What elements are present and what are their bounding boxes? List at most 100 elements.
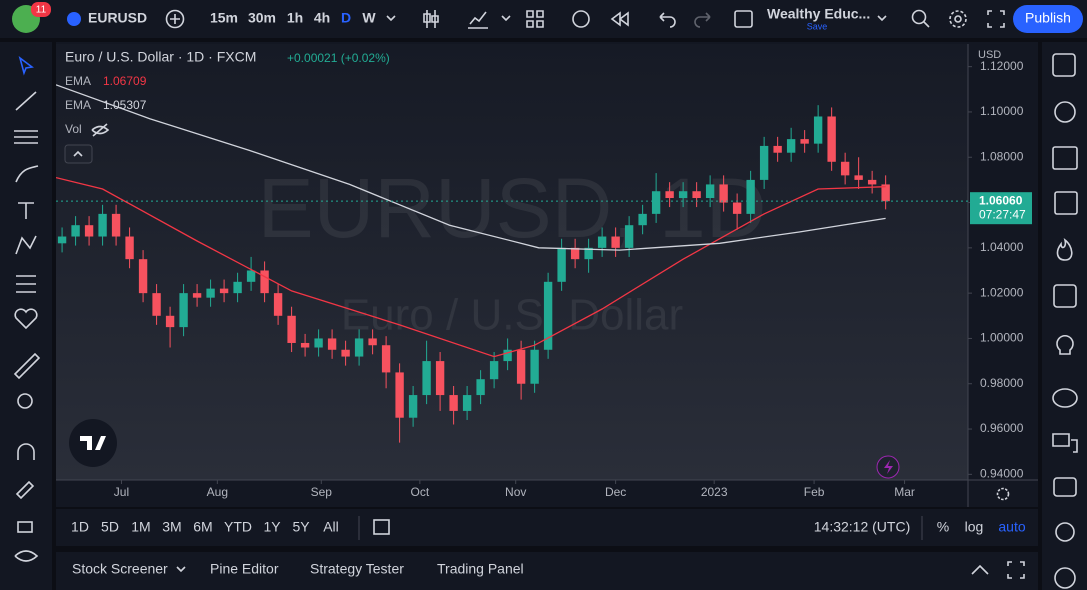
y-tick-label: 1.02000 bbox=[980, 285, 1024, 299]
range-button[interactable]: 1M bbox=[131, 519, 150, 535]
right-sidebar bbox=[1042, 42, 1087, 590]
candle-body bbox=[111, 213, 121, 237]
text-tool[interactable] bbox=[18, 202, 34, 219]
icons-tool[interactable] bbox=[14, 308, 38, 330]
alert-button[interactable] bbox=[572, 10, 590, 28]
panel-tab[interactable]: Strategy Tester bbox=[310, 561, 404, 577]
prediction-tool[interactable] bbox=[16, 275, 36, 293]
range-button[interactable]: 5D bbox=[101, 519, 119, 535]
streams-button[interactable] bbox=[1052, 433, 1078, 453]
y-tick-label: 0.94000 bbox=[980, 467, 1024, 481]
scale-option[interactable]: % bbox=[937, 519, 949, 535]
publish-button[interactable] bbox=[1013, 5, 1083, 33]
legend-collapse[interactable] bbox=[64, 144, 93, 164]
candle-body bbox=[678, 191, 688, 199]
interval-button[interactable]: D bbox=[341, 10, 351, 26]
streams-live-button[interactable] bbox=[1054, 567, 1076, 589]
range-button[interactable]: All bbox=[323, 519, 339, 535]
range-button[interactable]: 1Y bbox=[263, 519, 281, 535]
settings-hub bbox=[954, 15, 962, 23]
indicators-button[interactable] bbox=[468, 11, 488, 29]
range-button[interactable]: YTD bbox=[224, 519, 252, 535]
tv-logo[interactable] bbox=[69, 419, 117, 467]
interval-button[interactable]: 1h bbox=[287, 10, 303, 26]
calendar-button[interactable] bbox=[1053, 284, 1077, 308]
compare-button[interactable] bbox=[165, 9, 185, 29]
panel-toggle[interactable] bbox=[971, 564, 989, 575]
legend-value: 1.05307 bbox=[103, 98, 147, 112]
replay-button[interactable] bbox=[610, 11, 629, 27]
brush-tool[interactable] bbox=[15, 165, 39, 183]
layout-name[interactable]: Wealthy Educ... bbox=[767, 6, 870, 22]
panel-tab[interactable]: Stock Screener bbox=[72, 561, 168, 577]
panel-maximize[interactable] bbox=[1007, 561, 1025, 579]
legend-name: EMA bbox=[65, 74, 91, 88]
candle-body bbox=[516, 349, 526, 384]
candle-body bbox=[314, 338, 323, 348]
screener-dropdown[interactable] bbox=[176, 566, 186, 573]
data-window-button[interactable] bbox=[1054, 191, 1078, 215]
templates-button[interactable] bbox=[526, 10, 544, 28]
scale-option[interactable]: auto bbox=[998, 519, 1025, 535]
alerts-button[interactable] bbox=[1054, 101, 1076, 123]
ideas-button[interactable] bbox=[1056, 335, 1074, 355]
interval-button[interactable]: W bbox=[362, 10, 376, 26]
panel-tab[interactable]: Trading Panel bbox=[437, 561, 524, 577]
watchlist-button[interactable] bbox=[1052, 53, 1076, 77]
candle-body bbox=[71, 225, 80, 237]
range-button[interactable]: 1D bbox=[71, 519, 89, 535]
search-button[interactable] bbox=[911, 9, 927, 25]
help-button[interactable] bbox=[1055, 522, 1075, 542]
legend-name: EMA bbox=[65, 98, 91, 112]
currency-label[interactable]: USD bbox=[978, 49, 1001, 61]
axis-settings[interactable] bbox=[996, 487, 1010, 501]
layout-dropdown[interactable] bbox=[877, 15, 887, 22]
magnet-tool[interactable] bbox=[17, 443, 35, 460]
save-label[interactable]: Save bbox=[807, 21, 828, 31]
range-button[interactable]: 6M bbox=[193, 519, 212, 535]
x-tick-label: Dec bbox=[605, 485, 626, 499]
news-button[interactable] bbox=[1052, 146, 1078, 170]
range-button[interactable]: 3M bbox=[162, 519, 181, 535]
x-tick-label: Mar bbox=[894, 485, 915, 499]
y-tick-label: 1.00000 bbox=[980, 331, 1024, 345]
interval-button[interactable]: 30m bbox=[248, 10, 276, 26]
interval-button[interactable]: 4h bbox=[314, 10, 330, 26]
badge bbox=[31, 2, 51, 17]
fib-tool[interactable] bbox=[14, 130, 38, 144]
pattern-tool[interactable] bbox=[15, 235, 37, 255]
panel-tab[interactable]: Pine Editor bbox=[210, 561, 279, 577]
chart-type-button[interactable] bbox=[423, 10, 439, 28]
hotlists-button[interactable] bbox=[1056, 238, 1073, 261]
cursor-tool[interactable] bbox=[18, 55, 34, 76]
candle-body bbox=[705, 184, 715, 199]
candle-body bbox=[786, 139, 796, 153]
interval-button[interactable]: 15m bbox=[210, 10, 238, 26]
symbol[interactable]: EURUSD bbox=[88, 10, 147, 26]
measure-tool[interactable] bbox=[13, 352, 41, 380]
scale-option[interactable]: log bbox=[965, 519, 984, 535]
fullscreen-button[interactable] bbox=[987, 10, 1005, 28]
undo-button[interactable] bbox=[659, 12, 676, 28]
notifications-button[interactable] bbox=[1053, 477, 1077, 497]
visibility-tool[interactable] bbox=[14, 550, 39, 562]
last-price-box bbox=[970, 192, 1032, 225]
interval-dropdown[interactable] bbox=[386, 15, 396, 22]
clock[interactable]: 14:32:12 (UTC) bbox=[814, 519, 910, 535]
lock-drawing-tool[interactable] bbox=[15, 480, 35, 500]
volume-hidden-icon[interactable] bbox=[91, 123, 110, 137]
range-button[interactable]: 5Y bbox=[292, 519, 310, 535]
trend-line-tool[interactable] bbox=[15, 91, 37, 111]
indicators-dropdown[interactable] bbox=[501, 15, 511, 22]
layout-button[interactable] bbox=[734, 10, 753, 28]
lock-tool[interactable] bbox=[17, 521, 33, 533]
zoom-tool[interactable] bbox=[17, 393, 33, 409]
settings-button[interactable] bbox=[949, 10, 967, 28]
goto-date-button[interactable] bbox=[373, 519, 390, 535]
bottom-panel bbox=[56, 552, 1038, 590]
candle-body bbox=[449, 395, 458, 411]
candle-body bbox=[98, 213, 107, 237]
chats-button[interactable] bbox=[1052, 388, 1078, 408]
badge-count: 11 bbox=[36, 5, 47, 16]
candle-body bbox=[152, 293, 161, 316]
